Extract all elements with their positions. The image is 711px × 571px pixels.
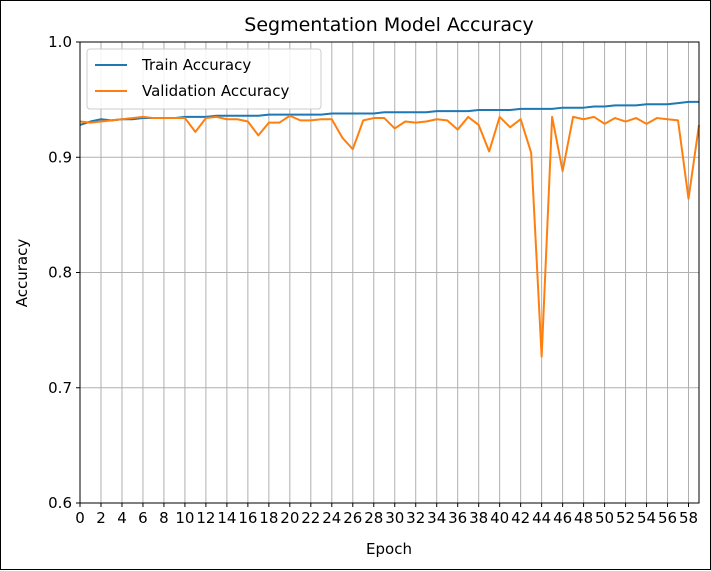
legend: Train Accuracy Validation Accuracy [86, 48, 322, 110]
x-tick-label: 34 [427, 509, 446, 527]
x-tick-label: 10 [175, 509, 194, 527]
x-tick-label: 2 [96, 509, 106, 527]
y-axis-label: Accuracy [13, 239, 31, 308]
x-tick-label: 14 [217, 509, 236, 527]
x-tick-label: 20 [280, 509, 299, 527]
x-tick-label: 8 [159, 509, 169, 527]
series-line-validation-accuracy [79, 114, 700, 358]
x-tick-label: 38 [469, 509, 488, 527]
y-tick-label: 0.6 [48, 494, 72, 512]
y-tick-label: 0.7 [48, 379, 72, 397]
x-tick-label: 28 [364, 509, 383, 527]
x-tick-label: 50 [595, 509, 614, 527]
x-tick-label: 40 [490, 509, 509, 527]
x-tick-label: 54 [637, 509, 656, 527]
x-tick-label: 46 [553, 509, 572, 527]
x-tick-label: 56 [658, 509, 677, 527]
x-tick-label: 52 [616, 509, 635, 527]
x-tick-label: 26 [343, 509, 362, 527]
x-tick-label: 48 [574, 509, 593, 527]
x-tick-label: 4 [117, 509, 127, 527]
x-axis-ticks: 0 2 4 6 8 10 12 14 16 18 20 22 24 26 28 30 32 34 36 38 40 42 4… [75, 503, 698, 527]
x-tick-label: 32 [406, 509, 425, 527]
chart-title: Segmentation Model Accuracy [244, 14, 533, 36]
y-tick-label: 0.8 [48, 264, 72, 282]
x-axis-label: Epoch [366, 540, 412, 558]
x-tick-label: 12 [196, 509, 215, 527]
x-tick-label: 36 [448, 509, 467, 527]
y-axis-ticks: 0.6 0.7 0.8 0.9 1.0 [48, 33, 80, 512]
x-tick-label: 18 [259, 509, 278, 527]
legend-label: Validation Accuracy [142, 82, 289, 100]
legend-label: Train Accuracy [141, 56, 251, 74]
y-tick-label: 1.0 [48, 33, 72, 51]
series-layer [79, 100, 700, 358]
x-tick-label: 0 [75, 509, 85, 527]
grid-lines [79, 41, 699, 504]
x-tick-label: 24 [322, 509, 341, 527]
x-tick-label: 42 [511, 509, 530, 527]
x-tick-label: 16 [238, 509, 257, 527]
x-tick-label: 22 [301, 509, 320, 527]
y-tick-label: 0.9 [48, 148, 72, 166]
x-tick-label: 6 [138, 509, 148, 527]
legend-box [86, 48, 322, 110]
x-tick-label: 58 [679, 509, 698, 527]
x-tick-label: 30 [385, 509, 404, 527]
x-tick-label: 44 [532, 509, 551, 527]
